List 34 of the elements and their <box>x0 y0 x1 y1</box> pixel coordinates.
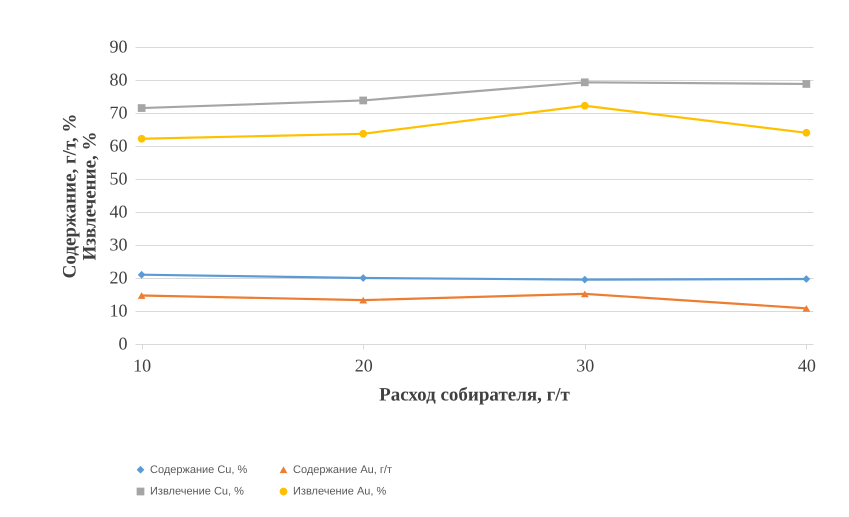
legend-label: Извлечение Au, % <box>293 486 387 498</box>
x-axis-title: Расход собирателя, г/т <box>379 384 571 406</box>
y-tick-label: 20 <box>110 268 128 288</box>
point <box>580 290 589 298</box>
point <box>580 102 589 110</box>
point <box>580 78 589 86</box>
x-tick-label: 30 <box>576 356 594 376</box>
point <box>580 276 589 284</box>
point <box>138 270 146 279</box>
x-tick-label: 10 <box>133 356 152 376</box>
y-tick-label: 90 <box>110 36 128 56</box>
point <box>802 128 810 137</box>
y-tick-label: 80 <box>110 70 128 90</box>
y-tick-label: 70 <box>110 102 128 122</box>
point <box>359 96 368 104</box>
x-tick-label: 20 <box>354 356 373 376</box>
point <box>802 305 810 312</box>
y-tick-label: 0 <box>118 334 128 354</box>
y-tick-label: 50 <box>110 168 128 188</box>
point <box>138 134 146 143</box>
x-tick-label: 40 <box>798 356 816 376</box>
point <box>138 292 146 299</box>
legend-label: Содержание Cu, % <box>150 464 248 476</box>
point <box>359 130 368 138</box>
y-tick-label: 30 <box>110 234 128 254</box>
legend-label: Содержание Au, г/т <box>293 464 392 476</box>
point <box>359 296 368 304</box>
legend-label: Извлечение Cu, % <box>150 486 244 498</box>
y-tick-label: 60 <box>110 136 128 156</box>
y-tick-label: 40 <box>110 202 128 222</box>
point <box>802 80 810 88</box>
y-tick-label: 10 <box>110 300 128 320</box>
y-axis-title: Содержание, г/т, % Извлечение, % <box>60 114 100 278</box>
point <box>138 104 146 112</box>
